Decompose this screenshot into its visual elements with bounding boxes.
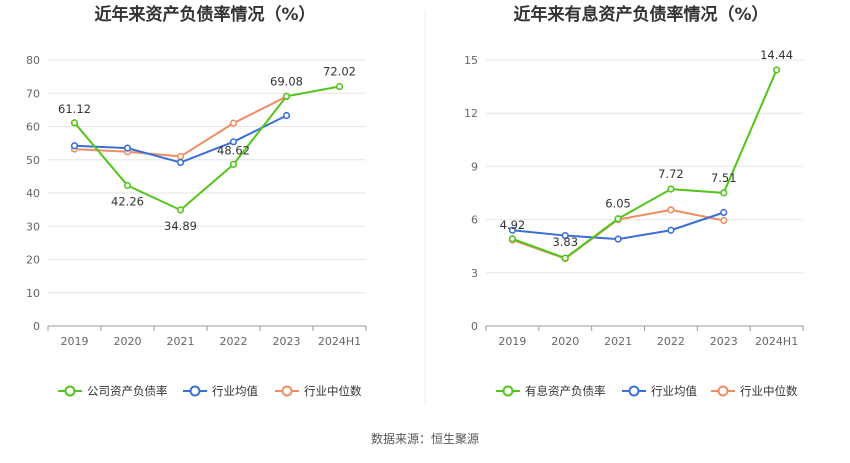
series-line <box>73 85 340 211</box>
y-tick-label: 50 <box>26 154 40 167</box>
legend-item[interactable]: 行业均值 <box>622 384 697 398</box>
data-label: 72.02 <box>323 65 356 79</box>
data-point[interactable] <box>176 152 185 161</box>
series-0: 4.92 3.83 6.05 7.72 7.51 14.44 <box>500 48 793 262</box>
legend-swatch-marker <box>281 385 293 397</box>
x-tick-label: 2020 <box>114 335 142 348</box>
data-point[interactable] <box>70 142 79 150</box>
data-point[interactable] <box>282 92 291 100</box>
x-tick-label: 2019 <box>498 335 526 348</box>
legend-item[interactable]: 有息资产负债率 <box>496 384 606 398</box>
legend-label: 行业中位数 <box>304 384 362 398</box>
chart-title: 近年来有息资产负债率情况（%） <box>513 4 768 25</box>
x-tick-label: 2022 <box>657 335 685 348</box>
y-tick-label: 0 <box>33 320 40 333</box>
data-label: 69.08 <box>270 74 303 88</box>
data-point[interactable] <box>561 254 569 262</box>
data-label: 7.72 <box>658 167 684 181</box>
data-point[interactable] <box>282 111 291 120</box>
legend-swatch-marker <box>189 385 201 397</box>
y-tick-label: 70 <box>26 87 40 100</box>
y-tick-label: 20 <box>26 254 40 267</box>
x-tick-label: 2022 <box>220 335 248 348</box>
legend-label: 有息资产负债率 <box>525 384 606 398</box>
data-point[interactable] <box>561 231 569 240</box>
y-tick-label: 9 <box>471 160 478 173</box>
x-tick-label: 2023 <box>273 335 301 348</box>
data-point[interactable] <box>176 158 185 167</box>
data-label: 4.92 <box>500 218 526 232</box>
data-point[interactable] <box>508 235 517 243</box>
legend-item[interactable]: 行业中位数 <box>711 384 798 398</box>
legend-item[interactable]: 公司资产负债率 <box>58 384 168 398</box>
legend-label: 行业中位数 <box>740 384 798 398</box>
series-line <box>512 69 778 260</box>
legend-swatch-marker <box>64 385 76 397</box>
data-point[interactable] <box>123 181 132 190</box>
data-point[interactable] <box>508 226 517 234</box>
x-tick-label: 2021 <box>604 335 632 348</box>
x-tick-label: 2019 <box>61 335 89 348</box>
y-tick-label: 0 <box>471 320 478 333</box>
series-1 <box>508 208 728 243</box>
series-1 <box>70 111 291 167</box>
data-point[interactable] <box>176 206 185 214</box>
y-tick-label: 40 <box>26 187 40 200</box>
y-tick-label: 60 <box>26 121 40 134</box>
data-point[interactable] <box>123 144 132 152</box>
y-tick-label: 30 <box>26 220 40 233</box>
x-tick-label: 2021 <box>167 335 195 348</box>
data-point[interactable] <box>229 138 238 146</box>
legend-swatch-marker <box>717 385 729 397</box>
data-label: 34.89 <box>164 219 197 233</box>
y-tick-label: 3 <box>471 267 478 280</box>
series-0: 61.12 42.26 34.89 48.62 69.08 72.02 <box>58 65 356 233</box>
legend-label: 公司资产负债率 <box>87 384 168 398</box>
legend-label: 行业均值 <box>212 384 258 398</box>
data-label: 3.83 <box>552 235 578 249</box>
data-point[interactable] <box>70 119 79 127</box>
legend-swatch-marker <box>502 385 514 397</box>
data-point[interactable] <box>720 189 728 197</box>
chart-title: 近年来资产负债率情况（%） <box>94 4 315 25</box>
data-source-text: 数据来源：恒生聚源 <box>371 431 479 446</box>
x-tick-label: 2024H1 <box>755 335 798 348</box>
x-tick-label: 2020 <box>551 335 579 348</box>
data-point[interactable] <box>335 82 344 91</box>
data-point[interactable] <box>720 208 728 217</box>
data-label: 48.62 <box>217 143 250 157</box>
legend-swatch-marker <box>628 385 640 397</box>
data-label: 6.05 <box>605 197 631 211</box>
data-point[interactable] <box>614 215 622 223</box>
legend-item[interactable]: 行业均值 <box>183 384 258 398</box>
data-point[interactable] <box>229 160 238 168</box>
interest-bearing-debt-ratio-chart: 近年来有息资产负债率情况（%） 0 3 6 9 12 15 2019 2020 2021 2022 2… <box>464 4 804 398</box>
data-point[interactable] <box>667 206 675 214</box>
data-point[interactable] <box>229 119 238 127</box>
legend-item[interactable]: 行业中位数 <box>275 384 362 398</box>
data-label: 42.26 <box>111 194 144 208</box>
data-point[interactable] <box>667 185 675 193</box>
x-tick-label: 2024H1 <box>318 335 361 348</box>
y-tick-label: 6 <box>471 214 478 227</box>
data-label: 14.44 <box>760 48 793 62</box>
data-label: 61.12 <box>58 102 91 116</box>
data-point[interactable] <box>772 66 781 74</box>
y-tick-label: 12 <box>464 107 478 120</box>
x-tick-label: 2023 <box>710 335 738 348</box>
legend-label: 行业均值 <box>651 384 697 398</box>
y-tick-label: 15 <box>464 54 478 67</box>
y-tick-label: 80 <box>26 54 40 67</box>
y-tick-label: 10 <box>26 287 40 300</box>
data-point[interactable] <box>614 235 622 243</box>
data-label: 7.51 <box>711 171 737 185</box>
debt-ratio-chart: 近年来资产负债率情况（%） 0 10 20 30 40 50 60 70 80 2019 2020 20… <box>26 4 367 398</box>
data-point[interactable] <box>667 226 675 234</box>
data-point[interactable] <box>720 216 728 225</box>
